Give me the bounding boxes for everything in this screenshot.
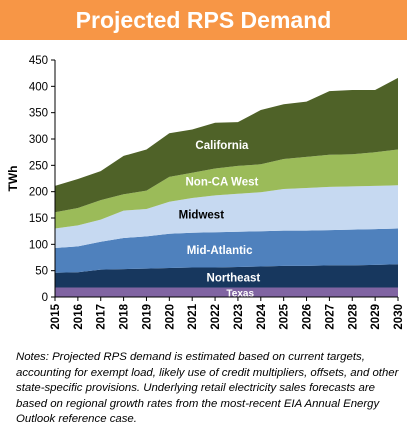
y-axis-title: TWh: [6, 166, 20, 192]
x-tick-label: 2015: [50, 303, 62, 329]
area-non-ca-west: [55, 149, 398, 229]
y-tick-label: 400: [29, 81, 48, 93]
x-tick-label: 2029: [370, 304, 382, 330]
y-tick-label: 100: [29, 239, 48, 251]
label-layer: Texas Northeast Mid-Atlantic Midwest Non-CA …: [179, 140, 261, 299]
x-tick-label: 2020: [164, 304, 176, 330]
y-tick-label: 300: [29, 134, 48, 146]
series-label-texas: Texas: [226, 288, 254, 299]
series-label-mid-atlantic: Mid-Atlantic: [187, 245, 253, 257]
area-texas: [55, 287, 398, 297]
x-tick-label: 2028: [347, 303, 359, 329]
x-tick-label: 2021: [187, 303, 199, 329]
area-northeast: [55, 264, 398, 288]
y-tick-label: 250: [29, 160, 48, 172]
x-tick-label: 2025: [279, 303, 291, 329]
chart-notes: Notes: Projected RPS demand is estimated…: [16, 351, 399, 425]
x-tick-label: 2030: [393, 304, 405, 330]
x-tick-label: 2027: [324, 304, 336, 330]
series-label-northeast: Northeast: [207, 272, 261, 284]
x-tick-label: 2023: [233, 304, 245, 330]
title-banner: Projected RPS Demand: [0, 0, 407, 40]
stacked-area-chart: 0 50 100 150 200 250 300 350 400 450 2015 2016 2017 2…: [6, 55, 405, 330]
y-tick-label: 350: [29, 108, 48, 120]
x-tick-label: 2022: [210, 304, 222, 330]
y-tick-label: 150: [29, 213, 48, 225]
x-tick-label: 2016: [73, 304, 85, 330]
x-tick-label: 2017: [96, 304, 108, 330]
x-tick-label: 2024: [256, 303, 268, 329]
x-tick-label: 2019: [141, 304, 153, 330]
area-mid-atlantic: [55, 228, 398, 273]
area-layer: [55, 77, 398, 297]
axis-layer: 0 50 100 150 200 250 300 350 400 450 2015 2016 2017 2…: [6, 55, 405, 330]
x-tick-label: 2026: [302, 304, 314, 330]
series-label-midwest: Midwest: [179, 210, 225, 222]
area-california: [55, 77, 398, 213]
series-label-california: California: [195, 140, 249, 152]
chart-title: Projected RPS Demand: [75, 6, 332, 33]
y-tick-label: 0: [42, 292, 48, 304]
area-midwest: [55, 185, 398, 248]
y-tick-label: 200: [29, 187, 48, 199]
series-label-non-ca-west: Non-CA West: [186, 176, 259, 188]
x-tick-label: 2018: [119, 303, 131, 329]
y-tick-label: 450: [29, 55, 48, 67]
y-tick-label: 50: [35, 266, 48, 278]
